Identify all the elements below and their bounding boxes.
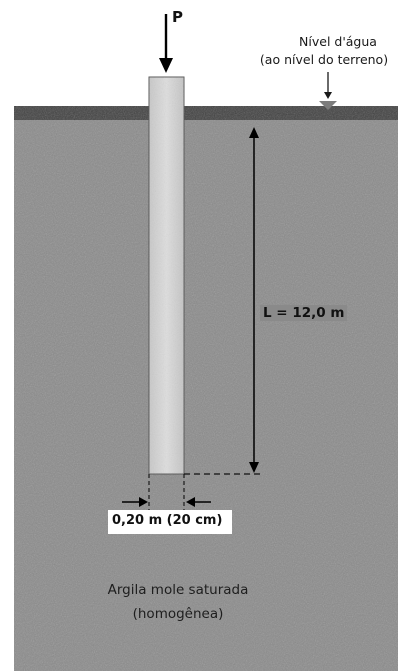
width-arrow-right-head xyxy=(186,497,195,507)
pile-length-label: L = 12,0 m xyxy=(260,305,348,321)
width-arrow-left-head xyxy=(139,497,148,507)
soil-type-note: (homogênea) xyxy=(132,606,224,622)
length-arrow-bottom xyxy=(249,462,259,473)
length-arrow-top xyxy=(249,127,259,138)
soil-texture xyxy=(14,112,398,671)
water-level-symbol xyxy=(319,101,337,110)
soil-type-label: Argila mole saturada xyxy=(107,582,249,598)
ground-surface-texture xyxy=(14,106,398,120)
width-label-background xyxy=(108,510,232,534)
water-level-label: Nível d'água xyxy=(299,34,377,49)
water-level-pointer-head xyxy=(324,92,332,99)
water-level-note: (ao nível do terreno) xyxy=(259,52,389,67)
pile-width-label: 0,20 m (20 cm) xyxy=(112,513,223,528)
pile-texture xyxy=(149,77,184,474)
load-label: P xyxy=(172,8,183,26)
load-arrow-head xyxy=(159,58,173,73)
